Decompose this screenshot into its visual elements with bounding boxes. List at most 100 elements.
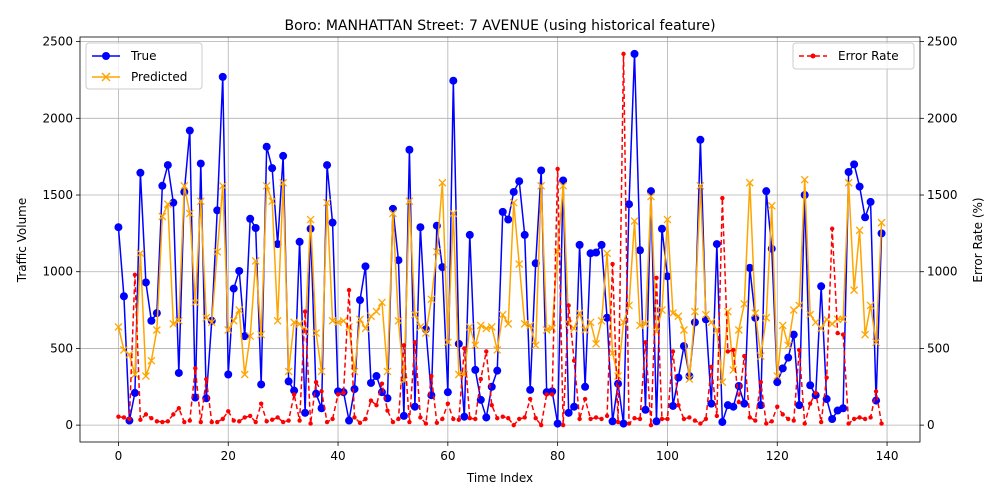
point-predicted-97 [647,192,655,201]
point-error-5 [143,412,149,417]
point-true-113 [734,382,743,391]
point-predicted-4 [136,249,145,258]
point-predicted-136 [861,330,870,339]
point-predicted-86 [586,318,595,327]
point-error-52 [401,343,407,348]
point-predicted-70 [498,310,507,319]
point-true-93 [625,200,634,209]
point-true-87 [592,248,601,257]
point-true-105 [690,318,699,327]
point-true-34 [301,408,310,417]
point-error-99 [659,416,665,422]
point-predicted-133 [844,178,853,187]
point-predicted-22 [235,306,244,315]
point-true-92 [619,419,628,428]
point-error-70 [500,414,505,419]
point-error-90 [610,261,615,267]
point-error-4 [138,417,143,422]
point-error-101 [670,349,676,354]
y-tick-label-0: 0 [65,418,73,432]
point-error-35 [308,421,313,426]
point-true-25 [251,223,260,232]
point-predicted-31 [284,367,293,376]
point-predicted-58 [432,247,441,256]
point-error-130 [829,226,835,231]
point-error-40 [335,392,341,397]
point-predicted-107 [701,310,710,319]
point-error-128 [818,419,824,425]
legend-left: True Predicted [85,42,203,90]
point-error-118 [764,421,769,426]
point-error-106 [698,421,703,426]
point-predicted-53 [405,197,414,206]
x-tick-label-6: 120 [766,449,789,463]
point-true-31 [284,377,293,386]
point-error-32 [291,392,297,397]
point-error-2 [127,416,132,422]
point-error-121 [780,412,785,417]
point-predicted-89 [603,249,612,258]
point-true-19 [218,72,227,81]
series-predicted [114,175,886,387]
point-true-24 [246,214,255,223]
y2-tick-label-4: 2000 [927,111,958,125]
point-error-80 [555,166,560,172]
point-predicted-44 [356,315,364,324]
point-error-67 [484,349,489,354]
point-error-132 [840,332,846,337]
point-true-102 [674,373,683,382]
point-true-75 [526,385,535,394]
point-error-92 [621,51,626,57]
point-error-94 [632,416,637,421]
point-error-36 [313,379,319,385]
point-error-12 [182,419,187,425]
point-predicted-94 [630,217,639,226]
point-predicted-67 [482,324,491,333]
point-true-27 [262,142,271,151]
point-true-64 [465,230,474,239]
point-true-84 [575,240,584,249]
point-predicted-10 [169,319,178,328]
point-error-77 [538,422,544,428]
point-predicted-37 [317,367,326,376]
point-error-114 [742,353,747,359]
point-error-9 [165,419,171,424]
point-error-29 [275,415,280,420]
point-error-47 [374,402,379,408]
point-error-108 [709,364,714,370]
point-error-102 [676,402,681,408]
point-predicted-32 [290,318,299,327]
point-error-68 [489,402,494,408]
point-predicted-99 [658,306,666,315]
point-error-96 [643,340,648,345]
point-predicted-110 [718,378,727,387]
point-predicted-20 [224,326,233,334]
point-error-57 [429,373,434,379]
point-error-138 [873,389,879,394]
point-true-45 [361,262,370,271]
point-predicted-56 [421,329,430,338]
point-true-71 [504,215,513,224]
point-predicted-114 [740,299,749,308]
point-predicted-38 [323,198,332,207]
point-true-54 [410,402,419,411]
point-predicted-49 [383,367,392,376]
point-error-125 [802,421,807,426]
point-true-53 [405,145,414,154]
point-true-1 [119,292,128,301]
point-error-56 [423,421,429,426]
point-true-28 [268,164,277,173]
point-predicted-100 [663,215,672,224]
x-tick-label-3: 60 [440,449,455,463]
point-error-16 [204,376,209,382]
point-error-38 [324,419,330,425]
point-true-130 [828,414,837,423]
point-true-114 [740,399,749,408]
point-predicted-121 [778,321,787,330]
point-error-6 [149,416,154,421]
point-true-101 [668,401,677,410]
point-predicted-68 [487,322,496,331]
point-error-41 [341,390,346,396]
point-predicted-75 [526,321,535,330]
